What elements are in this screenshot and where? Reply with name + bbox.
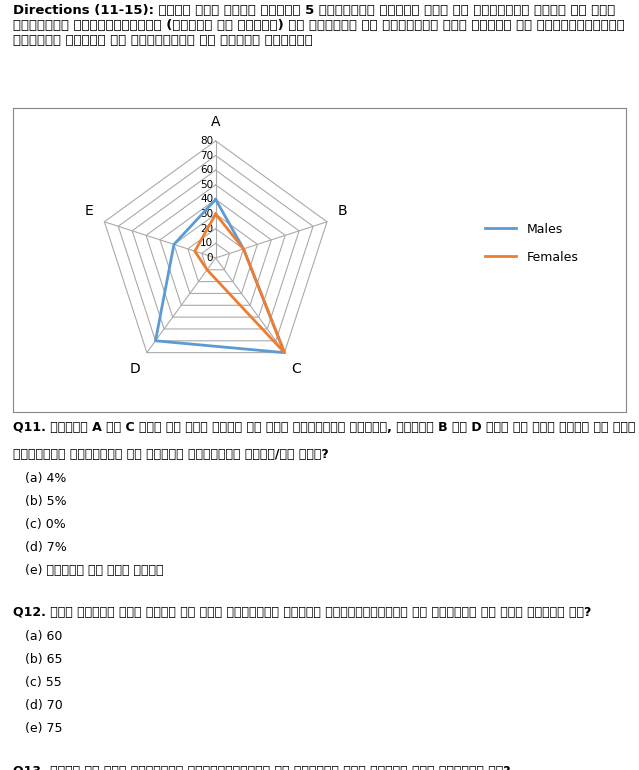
Text: Directions (11-15): दिया गया रडार ग्राफ 5 विभिन्न स्लॉट में एक व्यापार मेले के ल: Directions (11-15): दिया गया रडार ग्राफ … (13, 4, 624, 47)
Text: पंजीकृत महिलाओं से कितने प्रतिशत अधिक/कम हैं?: पंजीकृत महिलाओं से कितने प्रतिशत अधिक/कम… (13, 447, 328, 460)
Text: (c) 55: (c) 55 (25, 676, 62, 689)
Text: 40: 40 (200, 195, 213, 204)
Text: E: E (84, 204, 93, 218)
Text: (a) 60: (a) 60 (25, 630, 63, 643)
Text: (e) इनमें से कोई नहीं: (e) इनमें से कोई नहीं (25, 564, 164, 577)
Text: Q13. मेले के लिए पंजीकृत प्रयोक्ताओं की संख्या किस स्लॉट में अधिकतम है?: Q13. मेले के लिए पंजीकृत प्रयोक्ताओं की … (13, 765, 511, 770)
Text: (b) 65: (b) 65 (25, 653, 63, 666)
Text: 70: 70 (200, 151, 213, 160)
Text: Q12. सभी स्लॉट में मेले के लिए पंजीकृत पुरुष प्रयोक्ताओं की संख्या का औसत कितना : Q12. सभी स्लॉट में मेले के लिए पंजीकृत प… (13, 606, 591, 619)
Text: 10: 10 (200, 239, 213, 248)
Text: 30: 30 (200, 209, 213, 219)
Text: (c) 0%: (c) 0% (25, 517, 66, 531)
Text: 0: 0 (207, 253, 213, 263)
Legend: Males, Females: Males, Females (481, 218, 583, 269)
Text: 60: 60 (200, 166, 213, 175)
Text: D: D (129, 362, 140, 376)
Text: (b) 5%: (b) 5% (25, 494, 66, 507)
Text: C: C (291, 362, 301, 376)
Text: (d) 7%: (d) 7% (25, 541, 67, 554)
Text: (a) 4%: (a) 4% (25, 471, 66, 484)
Text: 20: 20 (200, 224, 213, 233)
Text: A: A (211, 116, 220, 129)
Text: 50: 50 (200, 180, 213, 189)
Text: (e) 75: (e) 75 (25, 722, 63, 735)
Text: Q11. स्लॉट A और C में एक साथ मेले के लिए पंजीकृत पुरुष, स्लॉट B और D में एक साथ : Q11. स्लॉट A और C में एक साथ मेले के लिए… (13, 421, 635, 434)
Text: (d) 70: (d) 70 (25, 699, 63, 712)
Text: 80: 80 (200, 136, 213, 146)
Text: B: B (338, 204, 348, 218)
